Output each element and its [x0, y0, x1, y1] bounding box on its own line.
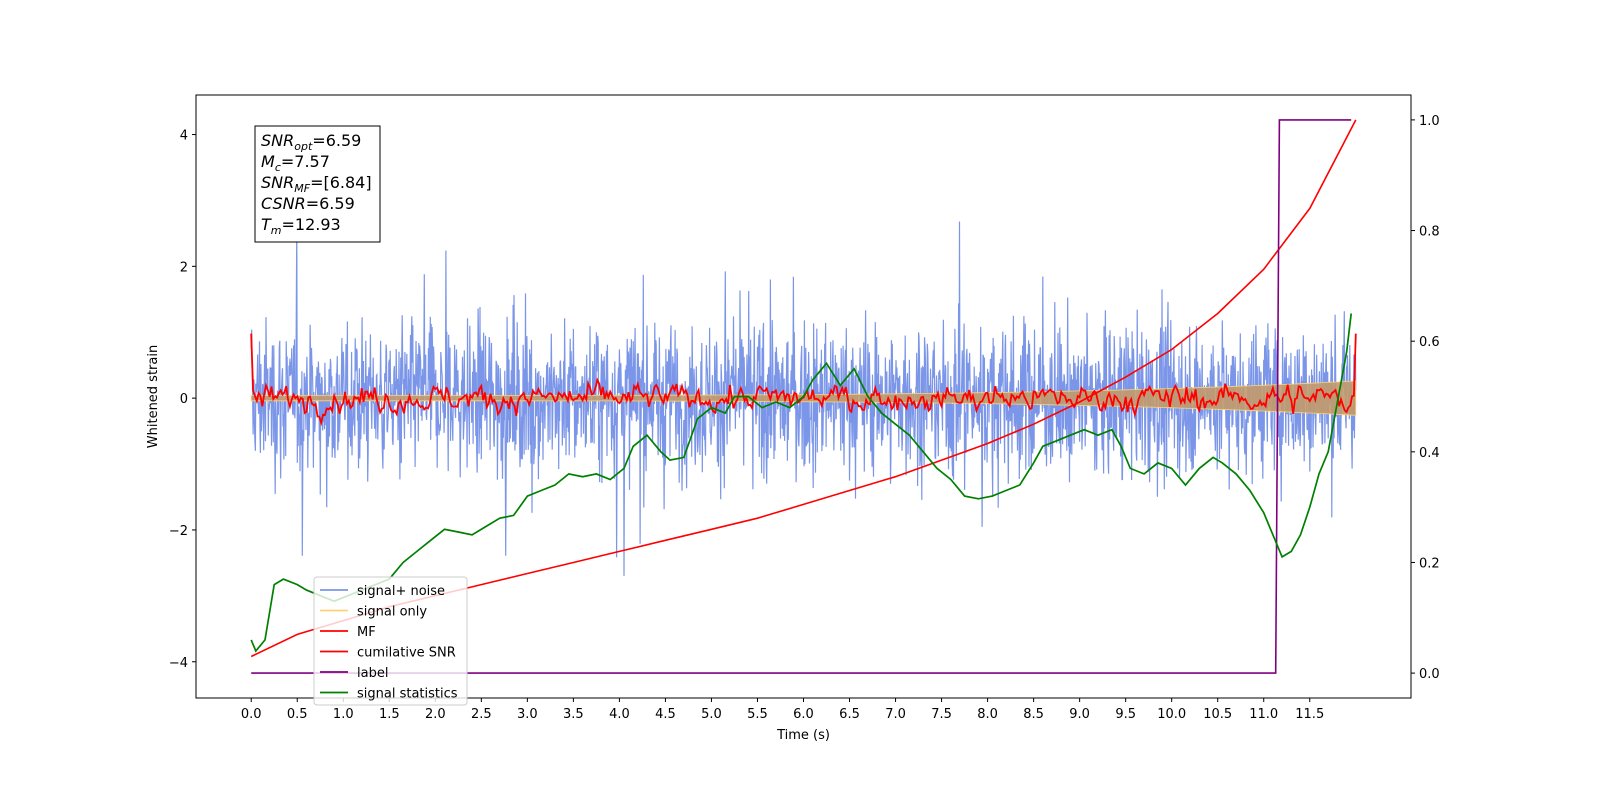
y2-tick-label: 0.0 — [1419, 667, 1440, 682]
annotation-snr-opt: SNRopt=6.59 — [261, 131, 361, 153]
x-tick-label: 11.0 — [1249, 707, 1278, 722]
signal-noise-layer — [250, 221, 1357, 576]
x-tick-label: 3.5 — [563, 707, 584, 722]
y-tick-label: 4 — [180, 129, 188, 144]
y-tick-label: −4 — [169, 656, 188, 671]
y-tick-label: 0 — [180, 392, 188, 407]
y-tick-label: 2 — [180, 260, 188, 275]
x-tick-label: 5.5 — [747, 707, 768, 722]
x-tick-label: 2.5 — [471, 707, 492, 722]
y-axis-label: Whitened strain — [146, 345, 161, 448]
x-tick-label: 10.0 — [1157, 707, 1186, 722]
y2-tick-label: 0.4 — [1419, 446, 1440, 461]
x-tick-label: 2.0 — [425, 707, 446, 722]
x-axis-ticks: 0.0 0.5 1.0 1.5 2.0 2.5 3.0 3.5 4.0 4.5 5.0 5.5 6.0 6… — [241, 698, 1324, 722]
x-tick-label: 0.0 — [241, 707, 262, 722]
x-tick-label: 1.0 — [333, 707, 354, 722]
legend-label: signal statistics — [357, 687, 458, 702]
y2-tick-label: 0.6 — [1419, 335, 1440, 350]
annotation-tm: Tm=12.93 — [261, 215, 341, 237]
annotation-csnr: CSNR=6.59 — [261, 194, 355, 213]
legend-label: MF — [357, 625, 376, 640]
legend-label: cumilative SNR — [357, 646, 456, 661]
x-tick-label: 7.5 — [931, 707, 952, 722]
y2-axis-ticks: 1.0 0.8 0.6 0.4 0.2 0.0 — [1411, 114, 1440, 682]
y-tick-label: −2 — [169, 524, 188, 539]
x-tick-label: 8.5 — [1023, 707, 1044, 722]
annotation-snr-mf: SNRMF=[6.84] — [261, 173, 372, 195]
x-tick-label: 11.5 — [1295, 707, 1324, 722]
y2-tick-label: 0.8 — [1419, 225, 1440, 240]
x-tick-label: 0.5 — [287, 707, 308, 722]
x-tick-label: 4.0 — [609, 707, 630, 722]
x-tick-label: 3.0 — [517, 707, 538, 722]
x-tick-label: 10.5 — [1203, 707, 1232, 722]
x-tick-label: 6.5 — [839, 707, 860, 722]
y2-tick-label: 1.0 — [1419, 114, 1440, 129]
legend-label: label — [357, 666, 388, 681]
legend-label: signal+ noise — [357, 584, 445, 599]
series-line-signal-statistics — [250, 313, 1353, 653]
x-tick-label: 9.0 — [1069, 707, 1090, 722]
x-tick-label: 5.0 — [701, 707, 722, 722]
x-tick-label: 4.5 — [655, 707, 676, 722]
series-line-signal-noise — [250, 221, 1357, 576]
y2-tick-label: 0.2 — [1419, 556, 1440, 571]
x-tick-label: 8.0 — [977, 707, 998, 722]
legend-label: signal only — [357, 605, 427, 620]
annotation-mc: Mc=7.57 — [261, 152, 330, 174]
x-axis-label: Time (s) — [776, 728, 830, 743]
x-tick-label: 1.5 — [379, 707, 400, 722]
y-axis-ticks: 4 2 0 −2 −4 — [169, 129, 196, 671]
series-line-label — [251, 119, 1352, 674]
x-tick-label: 7.0 — [885, 707, 906, 722]
x-tick-label: 9.5 — [1115, 707, 1136, 722]
legend: signal+ noise signal only MF cumilative SNR… — [313, 576, 468, 706]
x-tick-label: 6.0 — [793, 707, 814, 722]
